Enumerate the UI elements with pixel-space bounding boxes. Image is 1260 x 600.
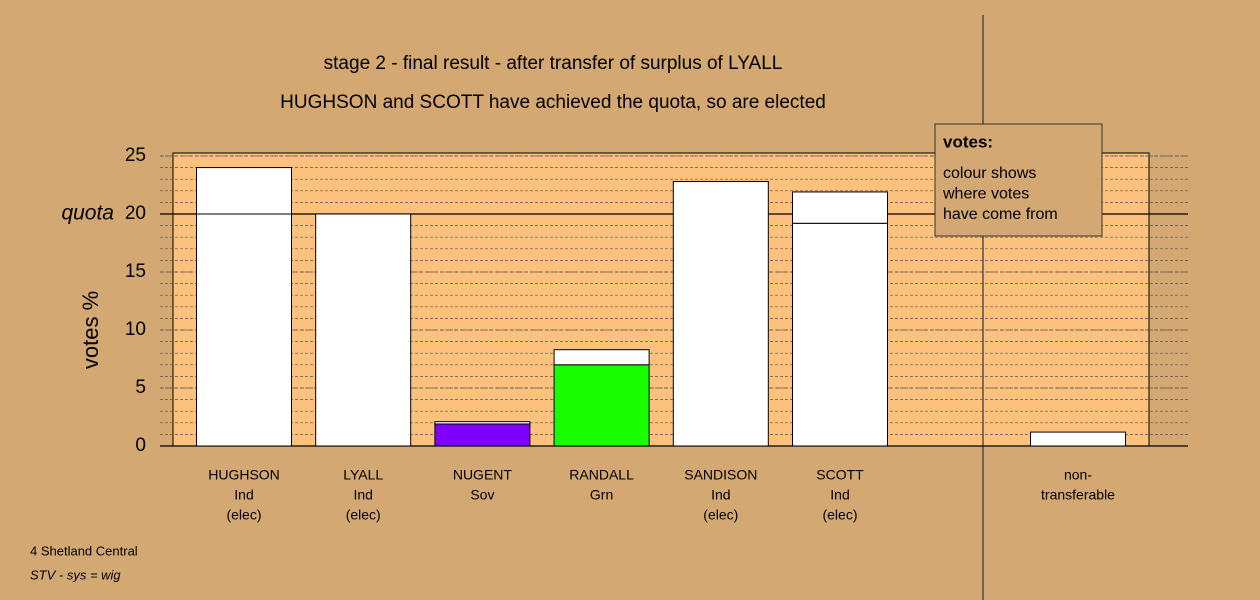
quota-label: quota xyxy=(61,202,114,225)
chart-title: stage 2 - final result - after transfer … xyxy=(324,53,783,74)
bar-segment xyxy=(315,213,412,447)
x-tick-label: transferable xyxy=(1041,487,1115,503)
y-tick-label: 10 xyxy=(125,319,146,340)
footer: 4 Shetland Central xyxy=(30,543,138,558)
x-tick-label: SCOTT xyxy=(816,467,864,483)
bar-segment xyxy=(434,421,531,425)
note-title: votes: xyxy=(943,132,993,151)
bar-segment xyxy=(672,181,769,447)
bar-segment xyxy=(792,222,888,447)
bar-segment xyxy=(196,213,292,447)
x-tick-label: Ind xyxy=(234,487,253,503)
note-line: colour shows xyxy=(943,165,1036,182)
x-tick-label: non- xyxy=(1064,467,1092,483)
x-tick-label: Grn xyxy=(590,487,613,503)
y-tick-label: 20 xyxy=(125,203,146,224)
x-tick-label: Ind xyxy=(711,487,730,503)
x-tick-label: (elec) xyxy=(822,507,857,523)
x-tick-label: NUGENT xyxy=(453,467,513,483)
bar xyxy=(1030,431,1126,447)
bar-segment xyxy=(196,167,292,215)
x-tick-label: Ind xyxy=(353,487,372,503)
x-tick-label: Ind xyxy=(830,487,849,503)
bar-segment xyxy=(553,349,650,366)
x-tick-label: HUGHSON xyxy=(208,467,280,483)
y-tick-label: 5 xyxy=(135,377,146,398)
y-tick-label: 25 xyxy=(125,145,146,166)
note-line: have come from xyxy=(943,206,1058,223)
bar-segment xyxy=(792,191,888,224)
bar-segment xyxy=(553,364,650,447)
x-tick-label: RANDALL xyxy=(569,467,634,483)
x-tick-label: LYALL xyxy=(343,467,383,483)
chart-subtitle: HUGHSON and SCOTT have achieved the quot… xyxy=(280,92,826,113)
bar-segment xyxy=(434,423,531,447)
x-tick-label: Sov xyxy=(470,487,494,503)
x-tick-label: (elec) xyxy=(346,507,381,523)
note-line: where votes xyxy=(942,186,1029,203)
x-tick-label: (elec) xyxy=(226,507,261,523)
footer: STV - sys = wig xyxy=(30,567,121,582)
x-tick-label: (elec) xyxy=(703,507,738,523)
y-axis-label: votes % xyxy=(78,291,103,369)
x-tick-label: SANDISON xyxy=(684,467,757,483)
note-box xyxy=(934,123,1103,237)
y-tick-label: 15 xyxy=(125,261,146,282)
y-tick-label: 0 xyxy=(135,435,146,456)
